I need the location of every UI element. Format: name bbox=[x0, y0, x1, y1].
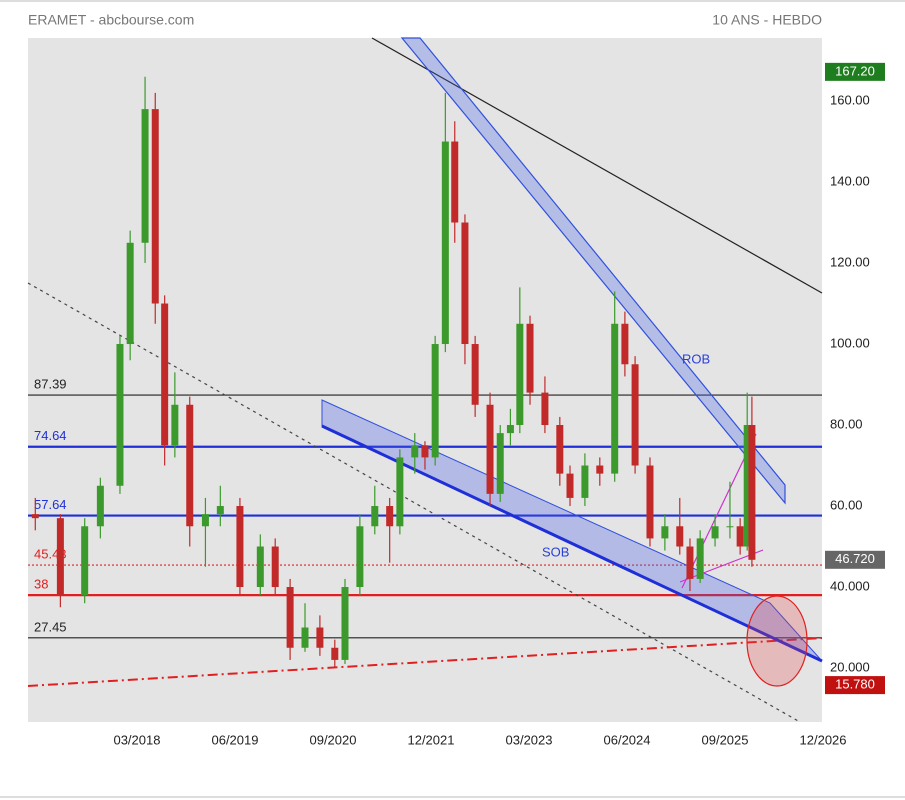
x-tick-label: 12/2026 bbox=[800, 732, 847, 747]
price-tag bbox=[825, 62, 885, 81]
candle-body bbox=[331, 647, 339, 660]
price-tag bbox=[825, 550, 885, 569]
candle-body bbox=[396, 457, 404, 527]
candle-body bbox=[621, 323, 629, 365]
y-tick-label: 160.00 bbox=[830, 92, 870, 107]
y-tick-label: 20.000 bbox=[830, 659, 870, 674]
level-label: 27.45 bbox=[34, 619, 67, 634]
candle-body bbox=[743, 425, 751, 547]
level-label: 87.39 bbox=[34, 377, 67, 392]
trendline bbox=[321, 424, 823, 663]
candle-body bbox=[496, 433, 504, 494]
y-tick-label: 100.00 bbox=[830, 335, 870, 350]
candle-body bbox=[661, 526, 669, 539]
candle-body bbox=[441, 141, 449, 345]
candle-body bbox=[96, 485, 104, 527]
candle-body bbox=[161, 303, 169, 446]
candle-body bbox=[711, 526, 719, 539]
candle-body bbox=[556, 425, 564, 474]
y-tick-label: 140.00 bbox=[830, 173, 870, 188]
candle-body bbox=[736, 526, 744, 547]
candle-body bbox=[286, 587, 294, 648]
price-tag-label: 167.20 bbox=[835, 63, 875, 78]
candle-body bbox=[516, 323, 524, 426]
candle-body bbox=[271, 546, 279, 588]
x-tick-label: 03/2018 bbox=[113, 732, 160, 747]
plot-area bbox=[28, 38, 822, 722]
price-tag-label: 15.780 bbox=[835, 677, 875, 692]
candle-body bbox=[581, 465, 589, 498]
candle-body bbox=[471, 344, 479, 405]
trendline bbox=[681, 433, 757, 589]
candle-body bbox=[316, 627, 324, 648]
candle-body bbox=[81, 526, 89, 596]
candle-body bbox=[486, 404, 494, 494]
candle-body bbox=[216, 506, 224, 515]
chart-subtitle: 10 ANS - HEBDO bbox=[712, 12, 822, 28]
candle-body bbox=[566, 473, 574, 498]
candle-body bbox=[126, 242, 134, 345]
candle-body bbox=[371, 506, 379, 527]
candle-body bbox=[56, 518, 64, 596]
candle-body bbox=[116, 344, 124, 486]
candle-body bbox=[386, 506, 394, 527]
rob-channel bbox=[400, 37, 786, 505]
level-label: 74.64 bbox=[34, 428, 67, 443]
level-label: 57.64 bbox=[34, 497, 67, 512]
candle-body bbox=[171, 404, 179, 446]
candle-body bbox=[31, 514, 39, 519]
candle-body bbox=[421, 445, 429, 458]
candle-body bbox=[356, 526, 364, 588]
price-tag bbox=[825, 676, 885, 695]
candle-body bbox=[341, 587, 349, 660]
candle-body bbox=[676, 526, 684, 547]
y-tick-label: 120.00 bbox=[830, 254, 870, 269]
x-tick-label: 03/2023 bbox=[506, 732, 553, 747]
annotation: SOB bbox=[542, 544, 569, 559]
candle-body bbox=[726, 526, 734, 528]
candle-body bbox=[696, 538, 704, 579]
candle-body bbox=[686, 546, 694, 579]
y-tick-label: 40.000 bbox=[830, 578, 870, 593]
trendline bbox=[27, 637, 823, 687]
trendlines bbox=[27, 37, 823, 723]
candle-body bbox=[748, 425, 756, 560]
candle-body bbox=[431, 344, 439, 458]
annotation: ROB bbox=[682, 351, 710, 366]
candle-body bbox=[526, 323, 534, 393]
candle-body bbox=[631, 364, 639, 466]
y-tick-label: 60.00 bbox=[830, 497, 863, 512]
highlight-ellipse bbox=[746, 595, 808, 687]
x-tick-label: 12/2021 bbox=[407, 732, 454, 747]
candle-body bbox=[201, 514, 209, 527]
x-tick-label: 09/2025 bbox=[702, 732, 749, 747]
candle-body bbox=[596, 465, 604, 474]
candle-body bbox=[141, 109, 149, 243]
trendline bbox=[27, 282, 801, 723]
candle-body bbox=[611, 323, 619, 474]
chart-title: ERAMET - abcbourse.com bbox=[28, 12, 194, 28]
candle-body bbox=[451, 141, 459, 223]
candle-body bbox=[541, 392, 549, 426]
candle-body bbox=[411, 445, 419, 458]
candle-body bbox=[506, 425, 514, 434]
y-tick-label: 80.00 bbox=[830, 416, 863, 431]
x-tick-label: 06/2024 bbox=[604, 732, 651, 747]
candle-body bbox=[151, 109, 159, 304]
candle-body bbox=[256, 546, 264, 588]
trendline bbox=[371, 37, 823, 294]
price-tag-label: 46.720 bbox=[835, 551, 875, 566]
level-label: 38 bbox=[34, 577, 48, 592]
candles bbox=[31, 76, 756, 669]
x-tick-label: 06/2019 bbox=[211, 732, 258, 747]
candle-body bbox=[301, 627, 309, 648]
candle-body bbox=[461, 222, 469, 345]
x-tick-label: 09/2020 bbox=[309, 732, 356, 747]
candle-body bbox=[186, 404, 194, 527]
candle-body bbox=[646, 465, 654, 539]
candle-body bbox=[236, 506, 244, 588]
